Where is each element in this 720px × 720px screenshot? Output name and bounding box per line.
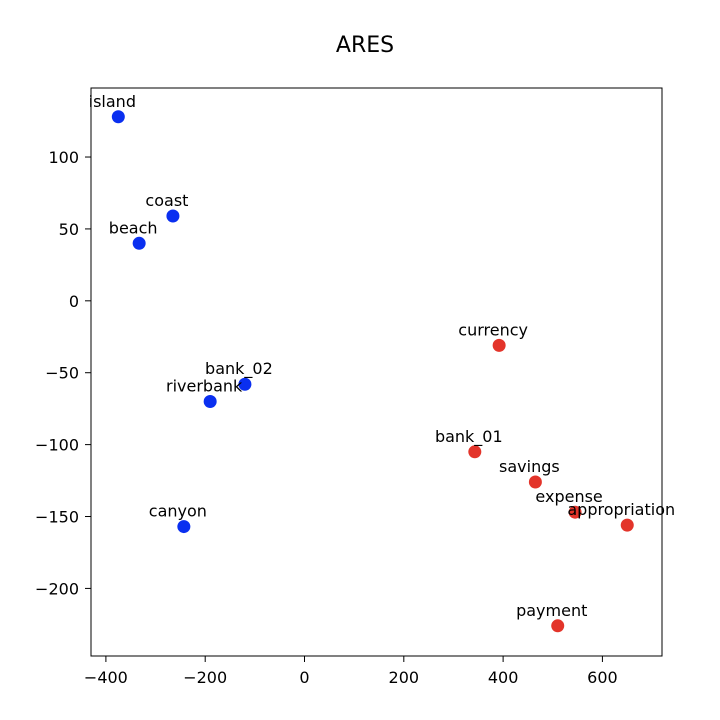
y-tick-label: −150 — [35, 508, 79, 527]
point-label: coast — [145, 191, 188, 210]
y-tick-label: 50 — [59, 220, 79, 239]
data-point — [166, 209, 180, 223]
y-axis: 100 50 0 −50 −100 −150 −200 — [35, 148, 91, 598]
data-point — [551, 619, 565, 633]
data-point — [203, 394, 217, 408]
x-axis: −400 −200 0 200 400 600 — [84, 656, 618, 687]
point-label: beach — [109, 218, 158, 237]
point-label: bank_01 — [435, 427, 503, 447]
data-point — [238, 377, 252, 391]
data-point — [620, 518, 634, 532]
point-label: appropriation — [567, 500, 675, 519]
y-tick-label: 0 — [69, 292, 79, 311]
data-point — [492, 338, 506, 352]
point-label: island — [89, 92, 136, 111]
y-tick-label: −100 — [35, 436, 79, 455]
data-point — [568, 505, 582, 519]
point-label: savings — [499, 457, 560, 476]
x-tick-label: 600 — [587, 668, 618, 687]
chart-title: ARES — [336, 33, 394, 58]
point-label: bank_02 — [205, 359, 273, 379]
data-point — [132, 236, 146, 250]
point-label: expense — [535, 487, 602, 506]
x-tick-label: −200 — [183, 668, 227, 687]
point-label: currency — [458, 320, 528, 339]
y-tick-label: −200 — [35, 579, 79, 598]
data-point — [111, 110, 125, 124]
point-label: riverbank — [166, 376, 243, 395]
x-tick-label: 200 — [389, 668, 420, 687]
x-tick-label: 0 — [299, 668, 309, 687]
point-label: payment — [516, 601, 587, 620]
data-point — [468, 445, 482, 459]
y-tick-label: 100 — [48, 148, 79, 167]
x-tick-label: 400 — [488, 668, 519, 687]
plot-area-frame — [90, 87, 663, 657]
y-tick-label: −50 — [45, 364, 79, 383]
x-tick-label: −400 — [84, 668, 128, 687]
point-label: canyon — [149, 502, 207, 521]
data-point — [177, 520, 191, 534]
data-point — [528, 475, 542, 489]
